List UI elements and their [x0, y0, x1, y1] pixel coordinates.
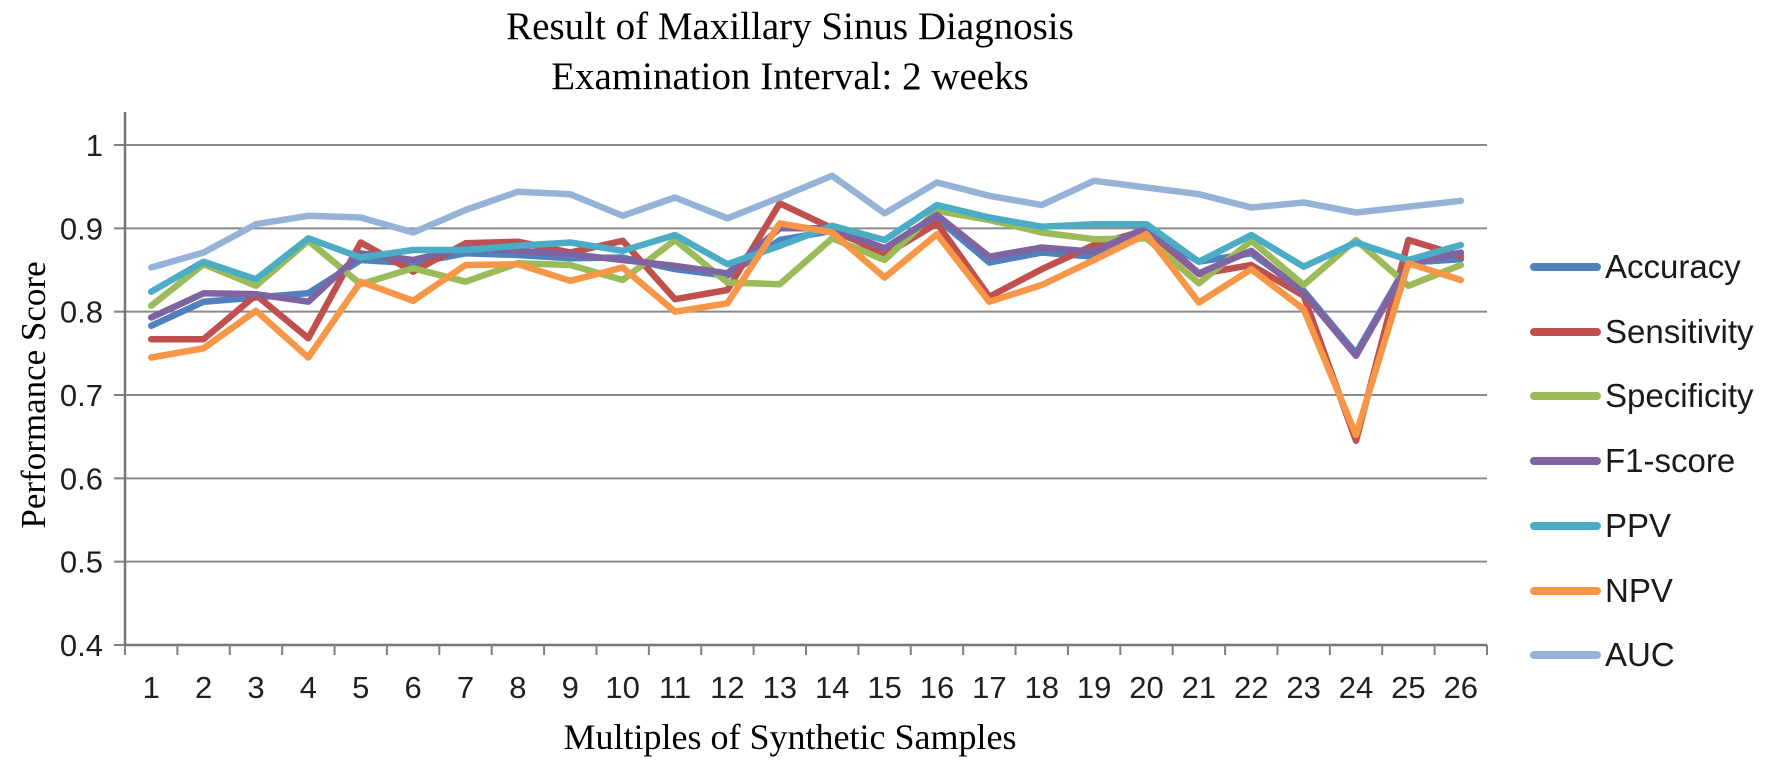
legend-entry-sensitivity: Sensitivity [1530, 312, 1754, 352]
y-tick-label: 0.7 [60, 378, 103, 413]
legend-swatch-f1-score [1530, 457, 1601, 466]
legend-entry-f1-score: F1-score [1530, 441, 1735, 481]
x-tick-label: 13 [763, 670, 797, 705]
x-tick-label: 3 [247, 670, 264, 705]
series-line-npv [147, 220, 1465, 439]
y-tick-label: 1 [86, 128, 103, 163]
series-line-ppv [147, 201, 1465, 295]
legend-swatch-accuracy [1530, 263, 1601, 271]
x-tick-label: 18 [1024, 670, 1058, 705]
x-tick-label: 5 [352, 670, 369, 705]
legend-entry-accuracy: Accuracy [1530, 247, 1741, 287]
x-tick-label: 7 [457, 670, 474, 705]
legend-label: Sensitivity [1605, 312, 1754, 350]
legend-label: Accuracy [1605, 248, 1741, 285]
x-tick-label: 26 [1444, 670, 1478, 705]
x-tick-label: 16 [920, 670, 954, 705]
x-tick-label: 1 [143, 670, 160, 705]
x-tick-label: 11 [659, 670, 691, 705]
chart-title-line1: Result of Maxillary Sinus Diagnosis [506, 5, 1074, 48]
x-tick-label: 23 [1286, 670, 1320, 705]
chart-title-line2: Examination Interval: 2 weeks [551, 55, 1029, 98]
legend-entry-specificity: Specificity [1530, 376, 1754, 416]
x-tick-label: 22 [1234, 670, 1268, 705]
legend-entry-ppv: PPV [1530, 506, 1671, 546]
x-tick-label: 19 [1077, 670, 1111, 705]
chart-title: Result of Maxillary Sinus Diagnosis Exam… [125, 2, 1455, 102]
legend-entry-npv: NPV [1530, 571, 1673, 611]
legend-label: Specificity [1605, 377, 1754, 415]
x-axis-title: Multiples of Synthetic Samples [563, 717, 1017, 757]
x-tick-label: 2 [195, 670, 212, 705]
y-tick-label: 0.4 [60, 628, 103, 663]
x-tick-label: 21 [1182, 670, 1216, 705]
legend-swatch-specificity [1530, 392, 1601, 401]
x-tick-label: 12 [710, 670, 744, 705]
x-tick-label: 25 [1391, 670, 1425, 705]
y-tick-label: 0.6 [60, 461, 103, 496]
legend-entry-auc: AUC [1530, 635, 1675, 675]
legend-swatch-npv [1530, 586, 1601, 595]
x-tick-label: 15 [867, 670, 901, 705]
x-tick-label: 24 [1339, 670, 1373, 705]
legend-label: F1-score [1605, 442, 1736, 480]
x-tick-label: 14 [815, 670, 849, 705]
legend-label: PPV [1605, 506, 1672, 544]
y-tick-label: 0.9 [60, 211, 103, 246]
x-tick-label: 20 [1129, 670, 1163, 705]
x-tick-label: 17 [972, 670, 1006, 705]
x-tick-label: 8 [509, 670, 526, 705]
y-tick-label: 0.5 [60, 545, 103, 580]
x-tick-label: 9 [562, 670, 579, 705]
legend-label: NPV [1605, 571, 1673, 609]
legend-swatch-auc [1530, 651, 1601, 660]
legend-label: AUC [1605, 636, 1675, 674]
x-tick-label: 6 [404, 670, 421, 705]
y-tick-label: 0.8 [60, 295, 103, 330]
legend-swatch-ppv [1530, 521, 1601, 530]
series-line-auc [147, 172, 1465, 271]
legend-swatch-sensitivity [1530, 327, 1601, 336]
x-tick-label: 10 [605, 670, 639, 705]
x-tick-label: 4 [300, 670, 317, 705]
series-line-sensitivity [147, 200, 1465, 445]
